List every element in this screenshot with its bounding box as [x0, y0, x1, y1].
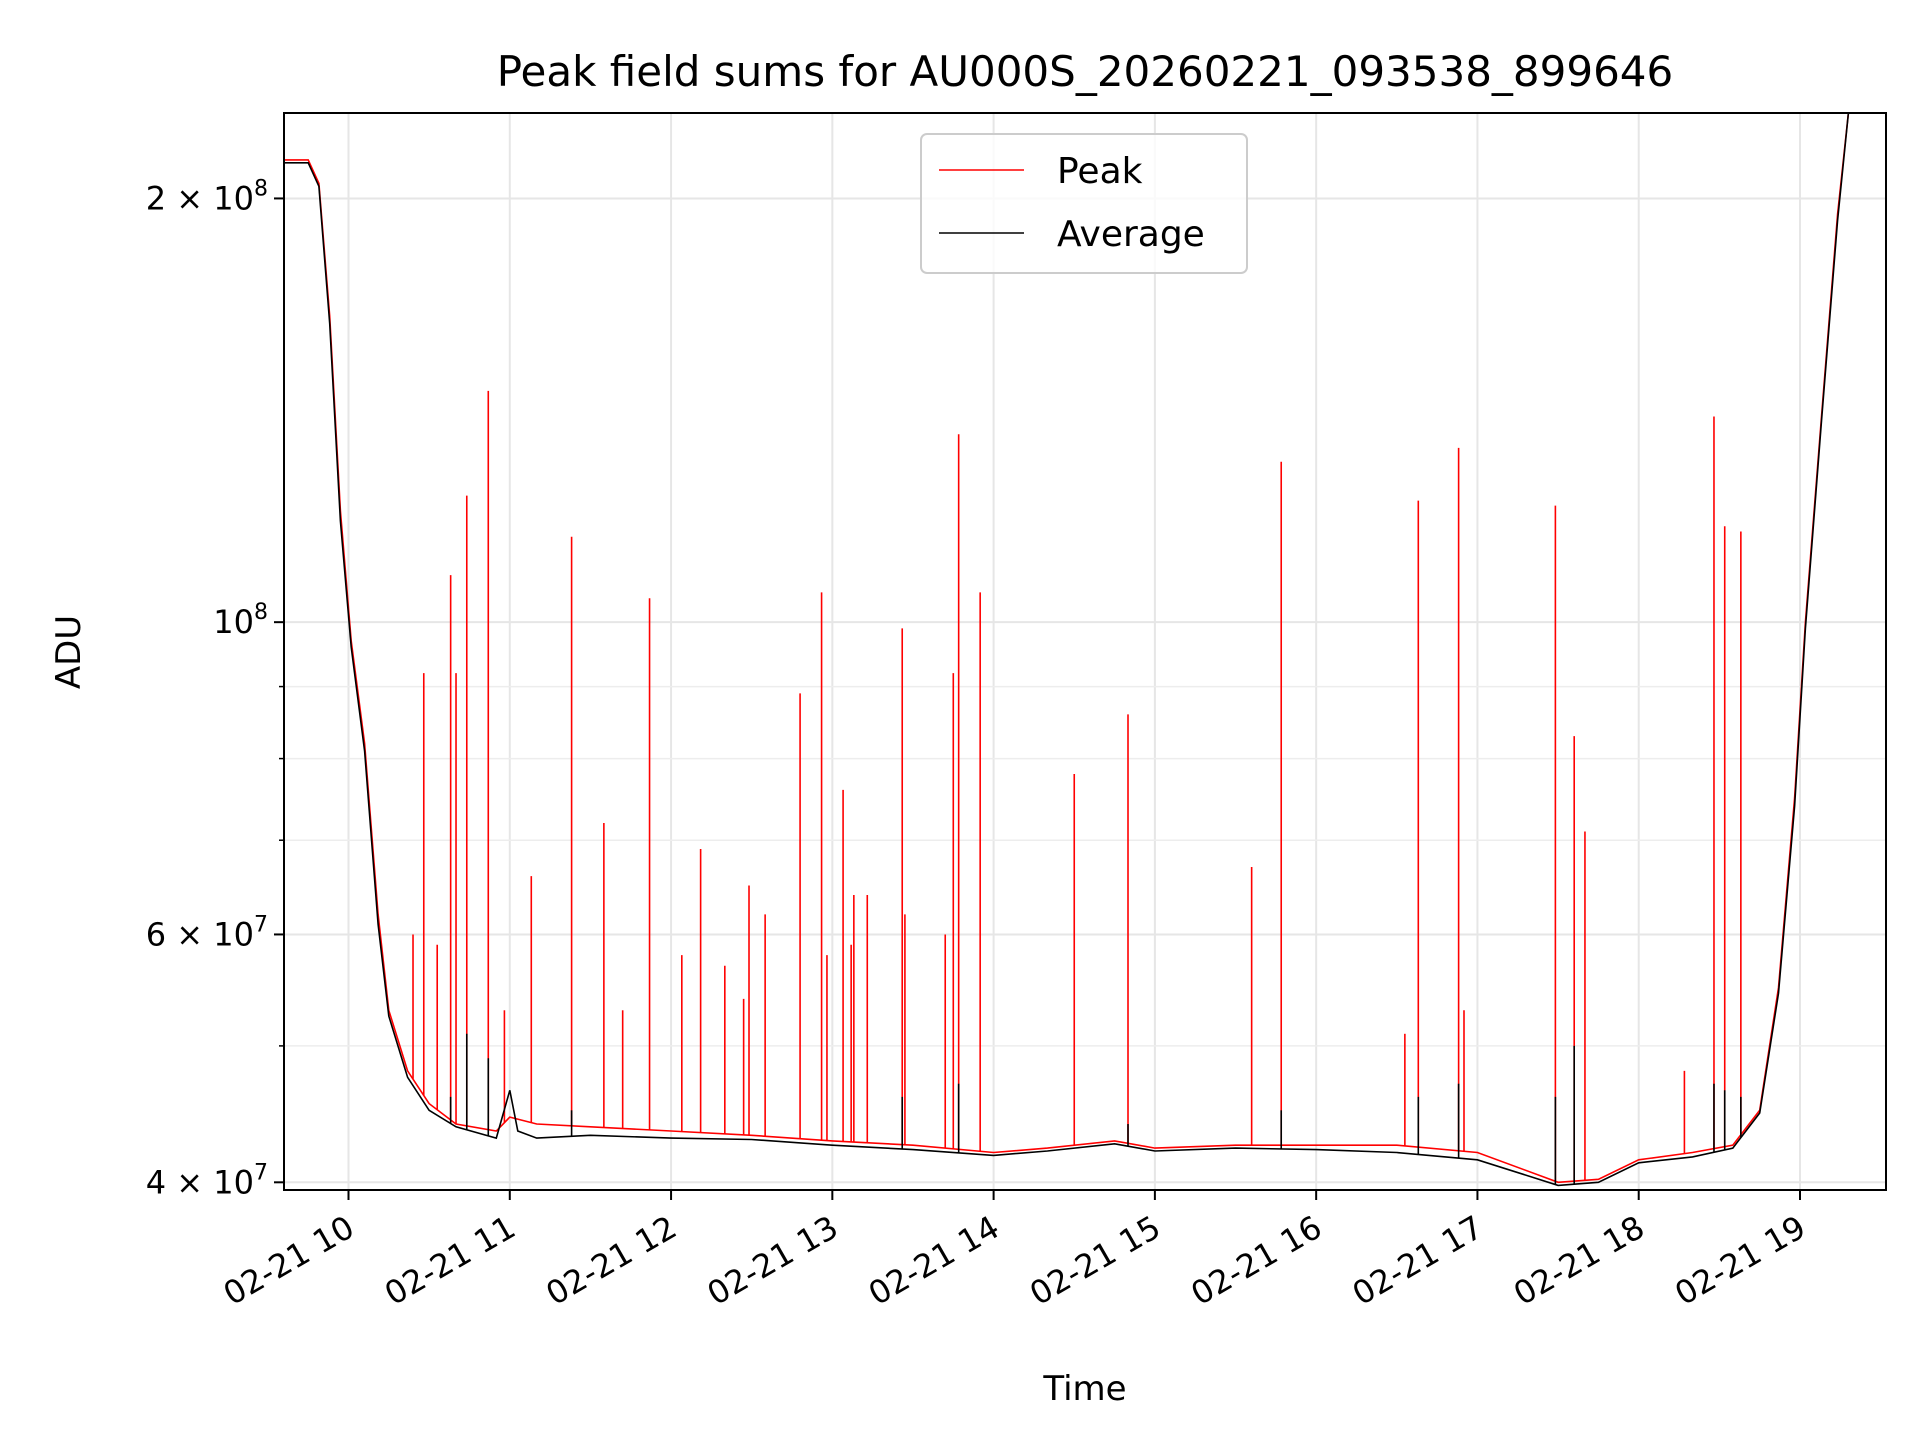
series-line-average	[284, 112, 1850, 1187]
legend-label-average: Average	[1057, 214, 1205, 255]
chart-title: Peak field sums for AU000S_20260221_0935…	[497, 47, 1674, 96]
series-peak	[284, 112, 1850, 1184]
x-axis-label: Time	[1042, 1369, 1126, 1409]
series-layer	[284, 112, 1850, 1187]
y-tick-label: 4 × 107	[146, 1160, 268, 1201]
y-axis-label: ADU	[49, 615, 89, 689]
y-tick-label: 108	[213, 600, 268, 641]
grid	[284, 113, 1886, 1190]
y-tick-label: 2 × 108	[146, 176, 268, 217]
y-tick-label: 6 × 107	[146, 912, 268, 953]
legend-box	[920, 133, 1248, 274]
legend: Peak Average	[920, 133, 1248, 274]
y-axis-ticks: 4 × 107 6 × 107 108 2 × 108	[146, 176, 284, 1201]
plot-frame	[283, 112, 1887, 1191]
series-average	[284, 112, 1850, 1187]
legend-label-peak: Peak	[1057, 151, 1143, 192]
